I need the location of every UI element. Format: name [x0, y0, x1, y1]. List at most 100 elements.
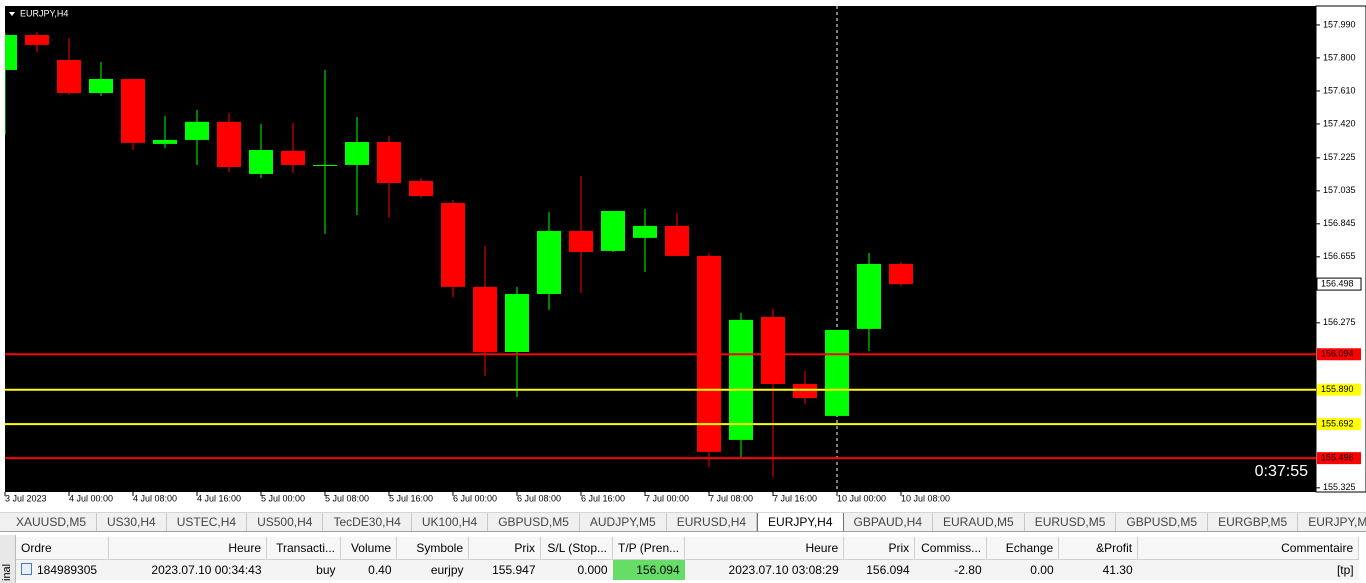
y-tick-label: 156.655 [1323, 251, 1356, 261]
chart-tab[interactable]: US30,H4 [97, 513, 167, 531]
chart-tab[interactable]: EURUSD,M5 [1025, 513, 1117, 531]
column-header[interactable]: Ordre [16, 537, 109, 560]
level-tag [1317, 418, 1361, 431]
x-tick-label: 5 Jul 16:00 [389, 493, 433, 503]
candle-body [217, 121, 241, 168]
cell: 0.00 [986, 559, 1059, 580]
plot-area [5, 6, 1316, 492]
chart-tab[interactable]: XAUUSD,M5 [6, 513, 98, 531]
candle-body [89, 78, 113, 94]
chart-tab[interactable]: US500,H4 [247, 513, 324, 531]
cell: 2023.07.10 00:34:43 [108, 559, 267, 580]
x-tick-label: 7 Jul 16:00 [773, 493, 817, 503]
column-header[interactable]: S/L (Stop... [540, 537, 613, 560]
cell: buy [266, 559, 341, 580]
x-tick-label: 4 Jul 00:00 [69, 493, 113, 503]
column-header[interactable]: Echange [986, 537, 1060, 560]
column-header[interactable]: T/P (Pren... [612, 537, 686, 560]
chart-tab[interactable]: EURAUD,M5 [933, 513, 1025, 531]
candle-body [537, 230, 561, 294]
chart-tab[interactable]: GBPUSD,M5 [488, 513, 580, 531]
chart-tab[interactable]: EURUSD,H4 [667, 513, 758, 531]
column-header[interactable]: Heure [108, 537, 267, 560]
candle-body [473, 286, 497, 353]
cell: 0.000 [540, 559, 613, 580]
column-header[interactable]: Commiss... [914, 537, 988, 560]
trade-table: Ordre Heure Transacti... Volume Symbole Prix S… [16, 537, 1360, 580]
column-header[interactable]: Heure [684, 537, 845, 560]
x-tick-label: 10 Jul 00:00 [837, 493, 886, 503]
x-tick-label: 6 Jul 16:00 [581, 493, 625, 503]
x-tick-label: 6 Jul 08:00 [517, 493, 561, 503]
cell: eurjpy [396, 559, 469, 580]
candle-body [57, 60, 81, 94]
cell: 155.947 [468, 559, 541, 580]
price-axis [1315, 5, 1366, 493]
x-tick-label: 10 Jul 08:00 [901, 493, 950, 503]
candle-body [409, 180, 433, 197]
candle-body [665, 225, 689, 256]
candle-body [153, 139, 177, 144]
level-label: 155.692 [1321, 418, 1354, 428]
candle-body [857, 263, 881, 329]
column-header[interactable]: Commentaire [1137, 537, 1360, 560]
candle-body [25, 35, 49, 45]
x-tick-label: 4 Jul 08:00 [133, 493, 177, 503]
y-tick-label: 156.275 [1323, 317, 1356, 327]
level-tag [1317, 452, 1361, 465]
candle-body [313, 164, 337, 166]
chart-tab[interactable]: EURJPY,H4 [757, 513, 844, 531]
terminal: inal Ordre Heure Transacti... Volume Symbole… [0, 535, 1366, 583]
chart-tab[interactable]: EURJPY,M5 [1298, 513, 1366, 531]
chart-tab[interactable]: TecDE30,H4 [323, 513, 412, 531]
candle-body [729, 319, 753, 440]
candle-body [569, 230, 593, 252]
chart-tab[interactable]: UK100,H4 [412, 513, 489, 531]
candle-body [377, 142, 401, 183]
x-tick-label: 6 Jul 00:00 [453, 493, 497, 503]
cell: 2023.07.10 03:08:29 [684, 559, 844, 580]
column-header[interactable]: Prix [468, 537, 541, 560]
candle-body [825, 329, 849, 416]
column-header[interactable]: Symbole [396, 537, 469, 560]
cell: 156.094 [612, 559, 685, 580]
chart-tabs: XAUUSD,M5 US30,H4 USTEC,H4 US500,H4 TecDE30,… [0, 512, 1366, 532]
chart-tab[interactable]: GBPAUD,H4 [844, 513, 933, 531]
candle-body [345, 142, 369, 165]
level-tag [1317, 383, 1361, 396]
column-header[interactable]: Volume [340, 537, 397, 560]
candle-body [441, 202, 465, 287]
chart-tab[interactable]: USTEC,H4 [167, 513, 248, 531]
candle-body [793, 383, 817, 399]
x-tick-label: 4 Jul 16:00 [197, 493, 241, 503]
column-header[interactable]: Transacti... [266, 537, 341, 560]
candle-body [281, 150, 305, 165]
level-label: 156.094 [1321, 349, 1354, 359]
candle-body [5, 35, 17, 70]
bar-countdown: 0:37:55 [1255, 463, 1308, 480]
cell: [tp] [1137, 559, 1359, 580]
candle-body [121, 78, 145, 143]
chart-tab[interactable]: EURGBP,M5 [1208, 513, 1299, 531]
y-tick-label: 157.800 [1323, 52, 1356, 62]
order-id: 184989305 [37, 563, 98, 577]
candle-body [889, 263, 913, 285]
level-tag [1317, 348, 1361, 361]
column-header[interactable]: Prix [843, 537, 916, 560]
chart-tab[interactable]: GBPUSD,M5 [1116, 513, 1209, 531]
chart-menu-arrow[interactable] [9, 12, 15, 16]
chart-tab[interactable]: AUDJPY,M5 [580, 513, 667, 531]
trade-row[interactable]: 184989305 2023.07.10 00:34:43 buy 0.40 eurjp… [16, 559, 1359, 580]
chart: EURJPY,H4 0:37:55 157.990 157.800 157.610 1… [4, 5, 1366, 503]
y-tick-label: 157.225 [1323, 152, 1356, 162]
y-tick-label: 157.035 [1323, 185, 1356, 195]
cell: 156.094 [843, 559, 915, 580]
column-header[interactable]: &Profit [1058, 537, 1139, 560]
candle-body [761, 316, 785, 384]
level-label: 155.890 [1321, 384, 1354, 394]
x-tick-label: 5 Jul 00:00 [261, 493, 305, 503]
x-tick-label: 7 Jul 00:00 [645, 493, 689, 503]
y-tick-label: 156.845 [1323, 218, 1356, 228]
level-label: 155.496 [1321, 453, 1354, 463]
